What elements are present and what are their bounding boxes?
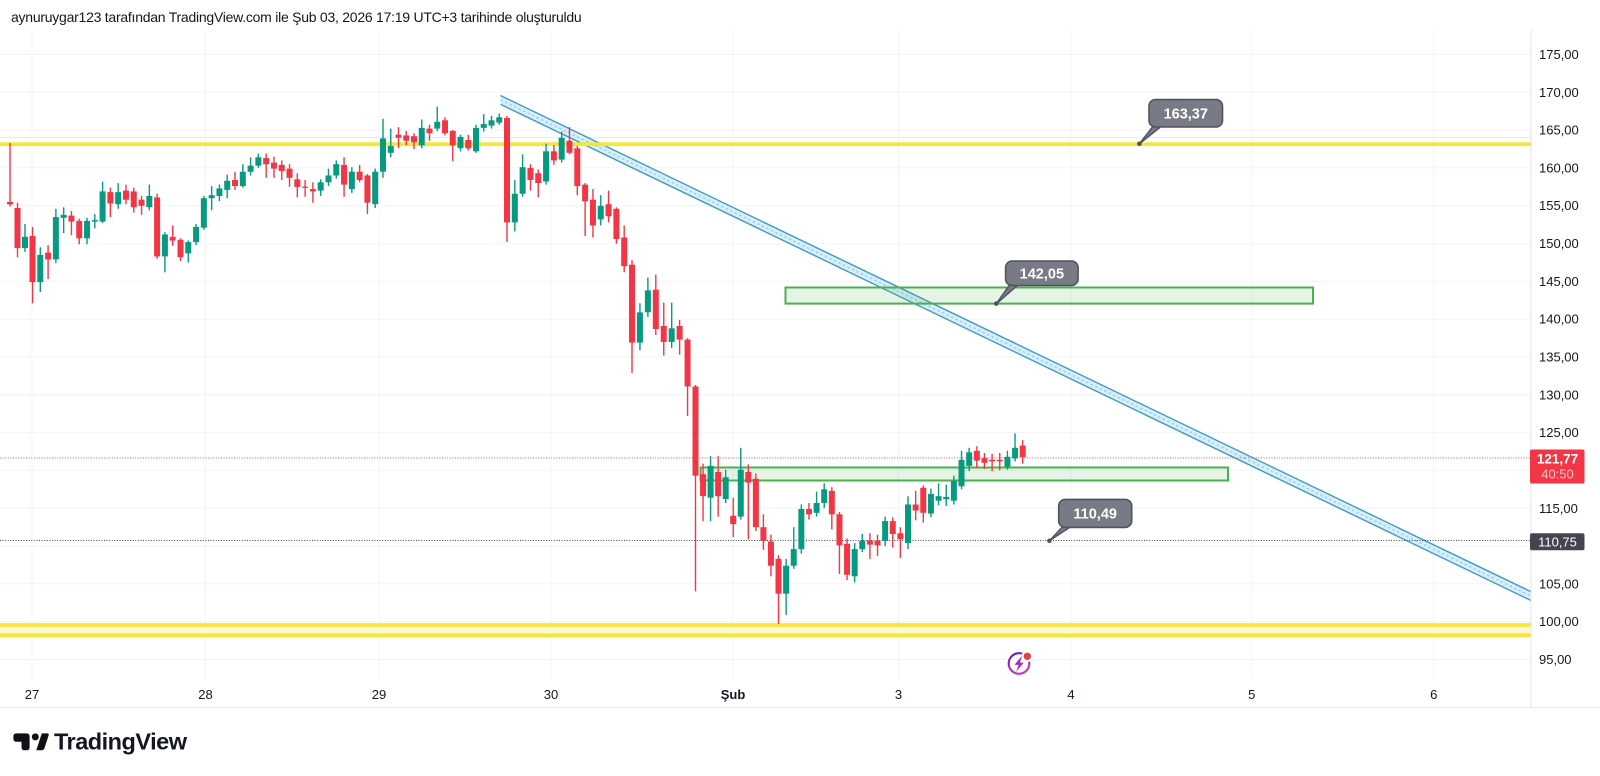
svg-text:aynuruygar123 tarafından Tradi: aynuruygar123 tarafından TradingView.com… bbox=[11, 9, 581, 25]
svg-text:145,00: 145,00 bbox=[1539, 274, 1579, 289]
svg-text:130,00: 130,00 bbox=[1539, 387, 1579, 402]
svg-text:163,37: 163,37 bbox=[1164, 106, 1208, 122]
svg-text:105,00: 105,00 bbox=[1539, 576, 1579, 591]
svg-text:27: 27 bbox=[25, 687, 39, 702]
svg-text:100,00: 100,00 bbox=[1539, 614, 1579, 629]
svg-text:160,00: 160,00 bbox=[1539, 160, 1579, 175]
svg-text:110,75: 110,75 bbox=[1538, 534, 1577, 549]
svg-text:135,00: 135,00 bbox=[1539, 350, 1579, 365]
svg-text:40:50: 40:50 bbox=[1541, 467, 1574, 482]
svg-text:110,49: 110,49 bbox=[1073, 506, 1117, 522]
svg-text:4: 4 bbox=[1067, 687, 1074, 702]
svg-text:30: 30 bbox=[544, 687, 558, 702]
svg-text:TradingView: TradingView bbox=[54, 729, 188, 755]
svg-text:29: 29 bbox=[372, 687, 386, 702]
svg-text:Şub: Şub bbox=[721, 687, 746, 702]
svg-text:165,00: 165,00 bbox=[1539, 123, 1579, 138]
svg-text:155,00: 155,00 bbox=[1539, 198, 1579, 213]
svg-text:125,00: 125,00 bbox=[1539, 425, 1579, 440]
svg-text:150,00: 150,00 bbox=[1539, 236, 1579, 251]
svg-text:142,05: 142,05 bbox=[1020, 266, 1064, 282]
svg-text:95,00: 95,00 bbox=[1539, 652, 1572, 667]
svg-text:115,00: 115,00 bbox=[1539, 501, 1578, 516]
svg-text:6: 6 bbox=[1430, 687, 1437, 702]
svg-text:140,00: 140,00 bbox=[1539, 312, 1579, 327]
svg-text:121,77: 121,77 bbox=[1537, 452, 1578, 467]
svg-text:3: 3 bbox=[895, 687, 902, 702]
svg-text:175,00: 175,00 bbox=[1539, 47, 1579, 62]
svg-text:170,00: 170,00 bbox=[1539, 85, 1579, 100]
svg-text:5: 5 bbox=[1248, 687, 1255, 702]
svg-text:28: 28 bbox=[198, 687, 212, 702]
